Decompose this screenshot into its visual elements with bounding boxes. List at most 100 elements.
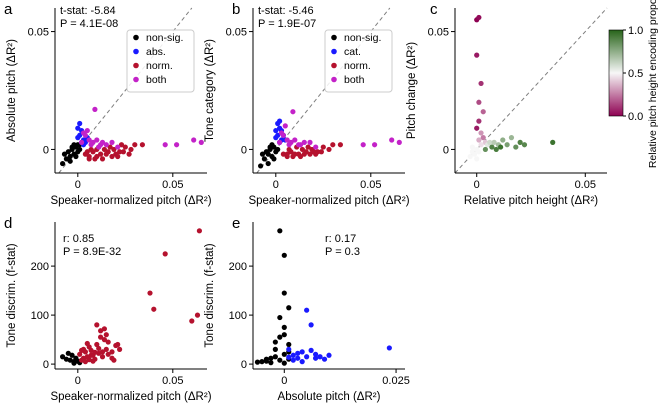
point-norm [309,146,315,153]
point-nonsig [254,359,261,365]
point-norm [189,318,195,324]
point-both [191,137,197,143]
point-abs [290,352,296,358]
stat-annotation: P = 8.9E-32 [63,246,121,258]
point-nonsig [267,144,273,150]
point-norm [147,290,153,296]
legend-marker [133,34,139,41]
point-cat [273,135,279,141]
point-norm [111,357,117,363]
panel-b: b 0 0.05 0 0.05 Speaker-normalized pitch (ΔR²… [204,1,410,207]
point-nonsig [71,360,77,366]
x-axis-label: Relative pitch height (ΔR²) [464,195,598,207]
point-colormapped [513,144,519,150]
point-norm [79,347,85,353]
point-colormapped [478,130,484,136]
point-norm [101,337,107,343]
point-both [301,139,307,145]
point-abs [308,322,314,328]
point-colormapped [517,139,523,145]
point-colormapped [493,146,499,153]
point-nonsig [277,228,283,234]
point-nonsig [272,339,278,345]
x-tick-label: 0.025 [382,375,410,387]
point-norm [284,151,290,157]
point-norm [320,144,326,150]
point-colormapped [474,125,480,131]
y-axis-label: Tone discrim. (f-stat) [204,243,216,347]
panel-c: c 0 0.05 0 0.05 Relative pitch height (ΔR²) Pi… [406,0,659,207]
point-both [389,137,395,143]
y-tick-label: 0.05 [428,27,449,39]
point-colormapped [550,139,556,145]
panel-d: d 0 0.05 0 100 200 Speaker-normalized pitch (Δ… [4,215,212,403]
point-abs [290,357,296,363]
point-norm [103,332,109,338]
point-nonsig [261,156,267,162]
panel-letter: a [4,1,13,18]
panel-a: a 0 0.05 0 0.05 Speaker-normalized pitch (ΔR²… [4,1,212,207]
point-nonsig [277,334,283,340]
point-norm [86,156,92,162]
x-tick-label: 0.05 [575,179,596,191]
point-norm [111,146,117,153]
point-norm [98,151,104,157]
point-norm [117,149,123,155]
point-nonsig [272,354,278,360]
point-colormapped [521,142,528,148]
stat-annotation: P = 1.9E-07 [258,18,316,30]
x-tick-label: 0 [75,179,81,191]
point-norm [115,153,121,160]
point-colormapped [504,142,510,148]
point-norm [299,146,305,153]
point-both [80,130,87,136]
point-nonsig [277,357,283,363]
point-both [94,137,100,143]
stat-annotation: r: 0.17 [325,233,356,245]
legend-marker [331,34,337,41]
point-norm [326,146,332,153]
point-norm [196,228,202,234]
point-norm [92,349,98,355]
point-norm [280,151,286,157]
point-cat [273,127,279,134]
stat-annotation: P = 4.1E-08 [60,18,118,30]
y-axis-label: Tone discrim. (f-stat) [6,243,18,347]
point-colormapped [478,80,484,87]
point-abs [304,354,310,360]
point-abs [317,354,323,360]
point-colormapped [476,137,482,143]
y-tick-label: 100 [31,310,49,322]
y-tick-label: 0 [241,359,247,371]
data-points [467,14,556,162]
legend-label: norm. [344,60,371,72]
colorbar-label: Relative pitch height encoding proportio… [647,0,659,168]
point-colormapped [471,151,478,157]
point-abs [295,350,301,356]
y-tick-label: 0.05 [28,27,49,39]
point-nonsig [275,146,281,153]
point-norm [132,142,138,148]
panel-letter: b [232,1,240,18]
x-tick-label: 0 [281,375,287,387]
point-nonsig [60,160,66,167]
point-norm [77,351,83,357]
point-norm [94,341,100,348]
legend-label: both [146,74,167,86]
x-axis-label: Speaker-normalized pitch (ΔR²) [50,195,211,207]
point-nonsig [268,360,274,366]
point-norm [297,153,304,160]
point-nonsig [67,153,73,160]
legend-box [126,29,195,93]
point-both [313,144,319,150]
legend-marker [133,48,139,55]
stat-annotation: P = 0.3 [325,246,360,258]
point-both [79,139,85,145]
y-tick-label: 0 [43,144,49,156]
point-norm [96,345,102,352]
point-both [284,137,290,143]
point-nonsig [65,350,71,356]
data-points [254,228,392,366]
point-norm [337,142,343,148]
